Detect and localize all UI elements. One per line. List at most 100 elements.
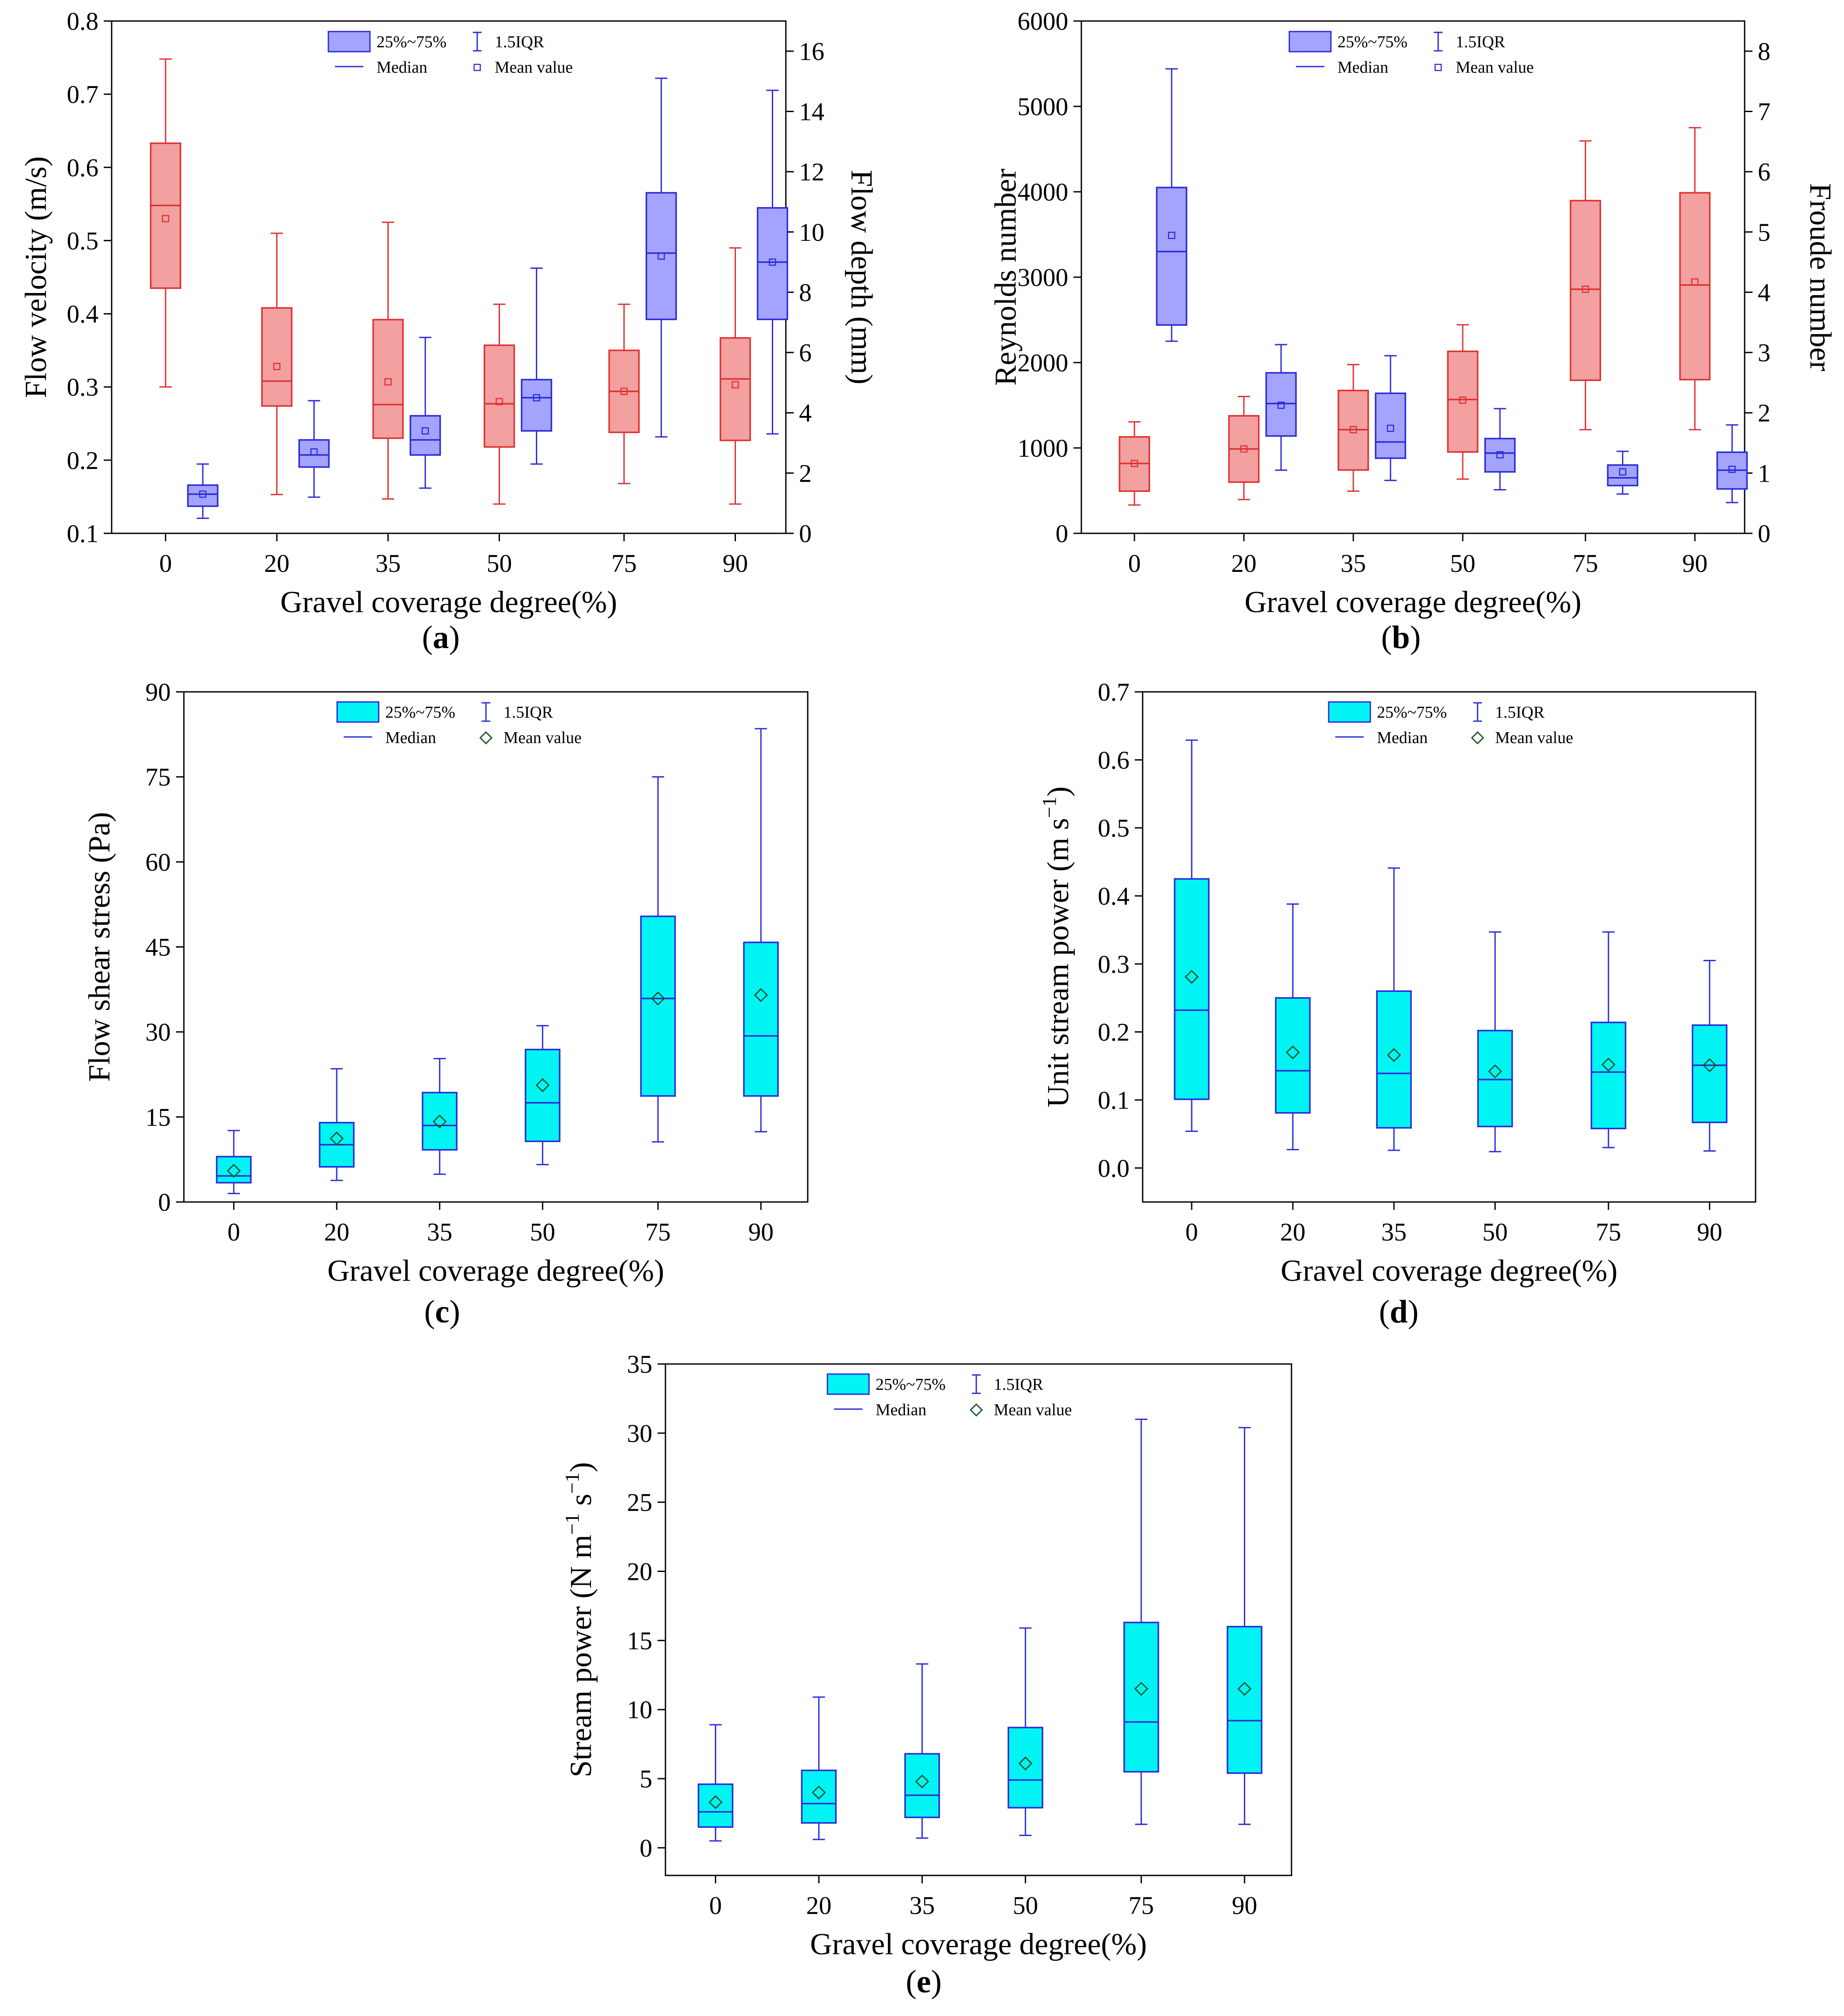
legend-box-label: 25%~75% [1377, 703, 1447, 722]
y-tick-label-left: 25 [627, 1488, 652, 1517]
plot-frame [183, 691, 809, 1203]
y-axis-title-end: ) [564, 1462, 598, 1472]
x-tick-label: 20 [1280, 1218, 1306, 1246]
y-tick-label-left: 0.3 [1098, 950, 1130, 978]
box-a-red-35-mean [384, 378, 392, 386]
box-d-cyan-50 [1477, 931, 1513, 1153]
box-e-cyan-20-iqr-box [801, 1769, 837, 1824]
box-c-cyan-75 [640, 776, 676, 1143]
x-tick-label: 50 [1450, 549, 1475, 578]
legend: 25%~75% 1.5IQR Median Mean value [827, 1373, 1072, 1419]
box-a-red-35 [372, 222, 404, 500]
panel-caption: (a) [422, 620, 460, 656]
box-d-cyan-20 [1275, 903, 1311, 1150]
y-tick-label-right: 5 [1758, 218, 1770, 247]
y-axis-title-left: Unit stream power (m s−1) [1038, 786, 1075, 1107]
y-tick-label-right: 2 [799, 459, 812, 487]
x-tick-label: 90 [1697, 1218, 1722, 1246]
caption-letter: b [1392, 620, 1410, 656]
x-tick-label: 50 [1013, 1891, 1038, 1920]
box-e-cyan-20-mean [812, 1785, 826, 1800]
x-tick-label: 50 [487, 549, 512, 578]
y-tick-label-left: 0.7 [1098, 678, 1130, 706]
legend-iqr-label: 1.5IQR [1495, 703, 1545, 722]
legend-mean-swatch [479, 731, 493, 745]
y-tick-label-left: 0.4 [67, 300, 99, 328]
box-e-cyan-20 [801, 1696, 837, 1840]
plot-frame [1142, 691, 1756, 1203]
x-tick-label: 90 [723, 549, 748, 578]
box-a-blue-0-mean [199, 490, 207, 498]
y-tick-label-left: 0.7 [67, 80, 99, 109]
x-tick-label: 75 [1596, 1218, 1621, 1246]
y-tick-label-right: 8 [799, 278, 812, 307]
legend-iqr-label: 1.5IQR [495, 33, 545, 51]
legend-median-label: Median [1337, 58, 1388, 77]
caption-open: ( [422, 620, 433, 656]
box-d-cyan-75-iqr-box [1591, 1022, 1626, 1129]
box-d-cyan-35 [1376, 867, 1412, 1151]
box-d-cyan-90 [1692, 960, 1728, 1152]
box-a-blue-75-mean [658, 252, 665, 260]
box-e-cyan-35-iqr-box [904, 1753, 940, 1819]
x-tick-label: 0 [1186, 1218, 1198, 1246]
y-tick-label-left: 45 [145, 933, 171, 962]
x-tick-label: 50 [1482, 1218, 1508, 1246]
caption-close: ) [1408, 1294, 1419, 1330]
panel-caption: (e) [906, 1964, 942, 2000]
y-tick-label-right: 8 [1758, 37, 1770, 66]
box-e-cyan-75 [1123, 1418, 1159, 1825]
box-b-blue-0-iqr-box [1156, 187, 1187, 326]
legend-mean-swatch [1434, 63, 1442, 71]
panel-caption: (c) [424, 1294, 460, 1330]
caption-close: ) [931, 1964, 942, 2000]
box-c-cyan-75-iqr-box [640, 915, 676, 1097]
box-b-blue-0 [1156, 68, 1187, 342]
x-tick-label: 20 [806, 1891, 831, 1920]
box-b-red-75-iqr-box [1570, 200, 1601, 381]
box-a-blue-0-iqr-box [187, 484, 218, 507]
y-tick-label-right: 1 [1758, 459, 1770, 487]
box-c-cyan-20-mean [330, 1131, 344, 1146]
x-tick-label: 0 [1128, 549, 1141, 578]
box-e-cyan-35-mean [915, 1774, 929, 1789]
x-tick-label: 75 [645, 1218, 671, 1246]
box-a-blue-35-mean [422, 427, 429, 435]
box-b-blue-90-mean [1728, 465, 1736, 473]
legend-mean-swatch [473, 63, 481, 71]
box-a-blue-20 [298, 400, 330, 498]
box-b-red-0 [1119, 421, 1150, 506]
y-tick-label-left: 15 [145, 1103, 171, 1131]
y-tick-label-left: 0.0 [1098, 1154, 1130, 1182]
box-d-cyan-0-mean [1184, 969, 1199, 984]
box-d-cyan-50-mean [1488, 1064, 1503, 1078]
legend-median-label: Median [377, 58, 427, 77]
box-a-red-20-iqr-box [261, 307, 293, 407]
legend-mean-label: Mean value [495, 58, 573, 77]
y-tick-label-right: 3 [1758, 338, 1770, 367]
y-tick-label-left: 0 [158, 1188, 171, 1216]
box-c-cyan-0-mean [226, 1163, 241, 1178]
box-b-red-90 [1679, 127, 1711, 430]
y-tick-label-left: 0.5 [67, 226, 99, 255]
box-a-red-20-mean [273, 363, 281, 370]
y-tick-label-left: 0.8 [67, 7, 99, 35]
legend-iqr-label: 1.5IQR [1456, 33, 1506, 51]
box-b-red-90-mean [1691, 278, 1699, 286]
x-axis-title: Gravel coverage degree(%) [280, 585, 617, 619]
legend-mean-label: Mean value [1495, 729, 1573, 747]
x-tick-label: 35 [427, 1218, 452, 1246]
box-a-blue-0 [187, 463, 218, 519]
caption-close: ) [449, 1294, 460, 1330]
box-a-blue-75-iqr-box [645, 192, 677, 321]
box-d-cyan-0 [1174, 739, 1210, 1132]
y-tick-label-right: 6 [1758, 158, 1770, 186]
x-axis-title: Gravel coverage degree(%) [1245, 585, 1582, 619]
x-tick-label: 90 [1232, 1891, 1257, 1920]
box-d-cyan-90-mean [1702, 1058, 1717, 1072]
x-tick-label: 75 [611, 549, 637, 578]
box-b-red-90-iqr-box [1679, 192, 1711, 381]
box-b-blue-75-mean [1619, 468, 1626, 476]
x-tick-label: 0 [709, 1891, 722, 1920]
panel-d: 0.0 0.1 0.2 0.3 0.4 0.5 0.6 0.7 0 20 35 50 75 90 Grave… [1038, 678, 1756, 1330]
